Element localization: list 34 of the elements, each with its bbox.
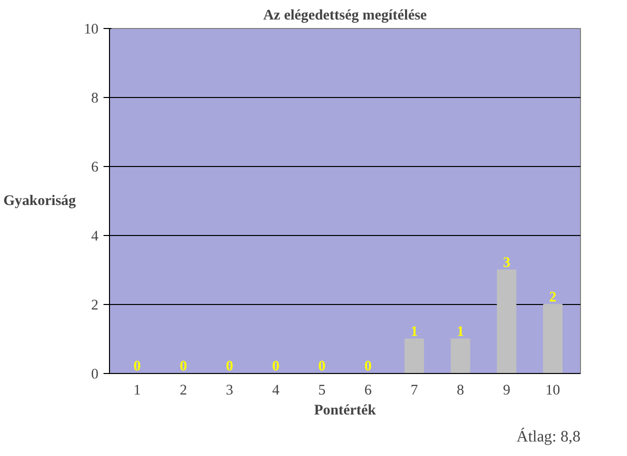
bar [450,338,470,374]
bar [496,270,516,374]
data-label: 0 [272,358,280,374]
x-axis-title: Pontérték [314,402,377,418]
y-tick-label: 2 [91,298,98,314]
data-label: 0 [180,358,188,374]
y-tick-label: 0 [91,366,98,382]
data-label: 1 [456,324,464,340]
x-tick-label: 4 [272,382,280,398]
data-label: 3 [502,255,510,271]
x-tick-label: 6 [364,382,372,398]
x-tick-label: 1 [134,382,141,398]
bar [543,304,563,374]
x-tick-label: 5 [318,382,326,398]
y-tick-label: 4 [91,228,100,244]
text: Átlag: 8,8 [516,428,581,446]
x-tick-label: 7 [410,382,418,398]
y-tick-label: 8 [91,90,98,106]
bar [404,338,424,374]
y-axis-title: Gyakoriság [3,193,77,209]
data-label: 0 [226,358,234,374]
y-tick-label: 10 [84,22,98,38]
x-tick-label: 3 [226,382,234,398]
data-label: 2 [549,290,556,306]
x-tick-label: 8 [456,382,464,398]
data-label: 0 [364,358,372,374]
data-label: 0 [134,358,141,374]
y-tick-label: 6 [91,160,98,176]
x-tick-label: 2 [180,382,188,398]
data-label: 0 [318,358,326,374]
x-tick-label: 9 [502,382,510,398]
chart-title: Az elégedettség megítélése [263,8,428,24]
data-label: 1 [410,324,418,340]
x-tick-label: 10 [545,382,560,398]
